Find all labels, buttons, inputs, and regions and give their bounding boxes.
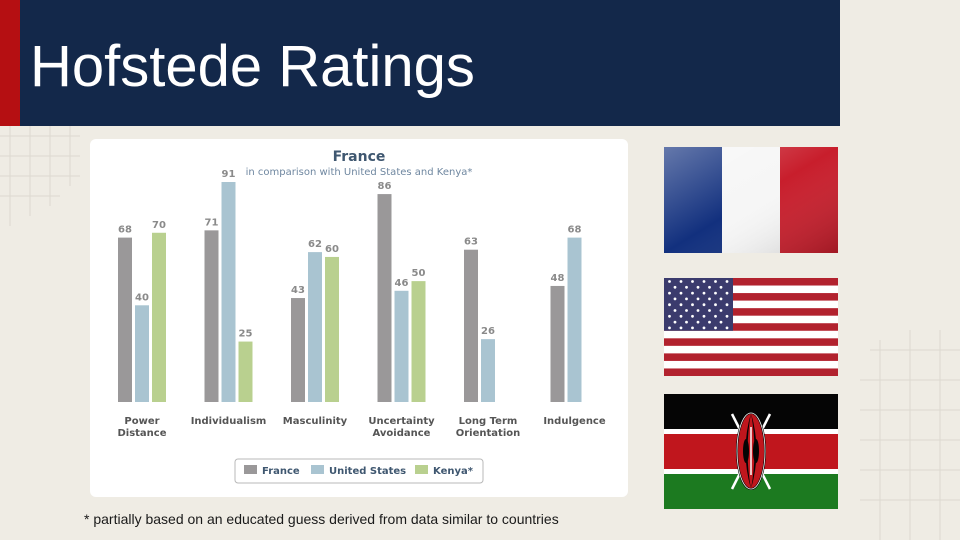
category-label: Power [124, 416, 159, 427]
data-label: 68 [568, 225, 582, 236]
data-label: 68 [118, 225, 132, 236]
background-grid-pattern-left [0, 126, 90, 236]
bar-united-states-4 [481, 339, 495, 402]
bar-united-states-2 [308, 252, 322, 402]
bar-kenya-0 [152, 232, 166, 402]
data-label: 50 [412, 268, 426, 279]
data-label: 63 [464, 237, 478, 248]
bar-france-1 [204, 230, 219, 402]
data-label: 43 [291, 285, 305, 296]
category-label: Long Term [459, 416, 518, 427]
bar-france-4 [464, 249, 478, 402]
kenya-flag-icon [664, 394, 838, 509]
data-label: 26 [481, 326, 495, 337]
title-banner-accent [0, 0, 20, 126]
bar-kenya-3 [411, 281, 426, 402]
data-label: 48 [551, 273, 565, 284]
data-label: 25 [239, 329, 253, 340]
data-label: 40 [135, 292, 149, 303]
category-label: Indulgence [543, 416, 606, 427]
bar-united-states-5 [567, 237, 582, 402]
category-label: Orientation [456, 428, 521, 439]
legend-label: France [262, 466, 300, 477]
title-banner: Hofstede Ratings [0, 0, 840, 126]
bar-france-5 [550, 285, 565, 402]
background-grid-pattern-right [850, 330, 960, 540]
legend-label: United States [329, 466, 406, 477]
bar-united-states-1 [221, 182, 236, 402]
usa-flag-icon [664, 278, 838, 376]
category-label: Avoidance [373, 428, 431, 439]
data-label: 46 [395, 278, 409, 289]
legend-swatch-0 [244, 465, 257, 474]
data-label: 86 [378, 181, 392, 192]
category-label: Individualism [191, 416, 267, 427]
slide-title: Hofstede Ratings [30, 34, 475, 99]
legend-swatch-1 [311, 465, 324, 474]
legend-swatch-2 [415, 465, 428, 474]
bar-united-states-3 [394, 290, 409, 402]
data-label: 71 [205, 217, 219, 228]
chart-title: France [333, 149, 386, 165]
data-label: 62 [308, 239, 322, 250]
bar-kenya-2 [325, 256, 339, 402]
category-label: Masculinity [283, 416, 348, 427]
bar-united-states-0 [135, 305, 149, 402]
data-label: 60 [325, 244, 339, 255]
chart-subtitle: in comparison with United States and Ken… [246, 167, 473, 178]
france-flag-icon [664, 147, 838, 253]
category-label: Uncertainty [368, 416, 435, 427]
category-label: Distance [117, 428, 166, 439]
bar-france-2 [291, 298, 305, 402]
legend-label: Kenya* [433, 466, 474, 477]
bar-france-0 [118, 237, 132, 402]
bar-kenya-1 [238, 341, 253, 402]
footnote: * partially based on an educated guess d… [84, 511, 559, 527]
hofstede-bar-chart: France in comparison with United States a… [117, 149, 606, 484]
bar-france-3 [377, 194, 392, 402]
data-label: 91 [222, 169, 236, 180]
data-label: 70 [152, 220, 166, 231]
hofstede-chart-card: France in comparison with United States a… [90, 139, 628, 497]
